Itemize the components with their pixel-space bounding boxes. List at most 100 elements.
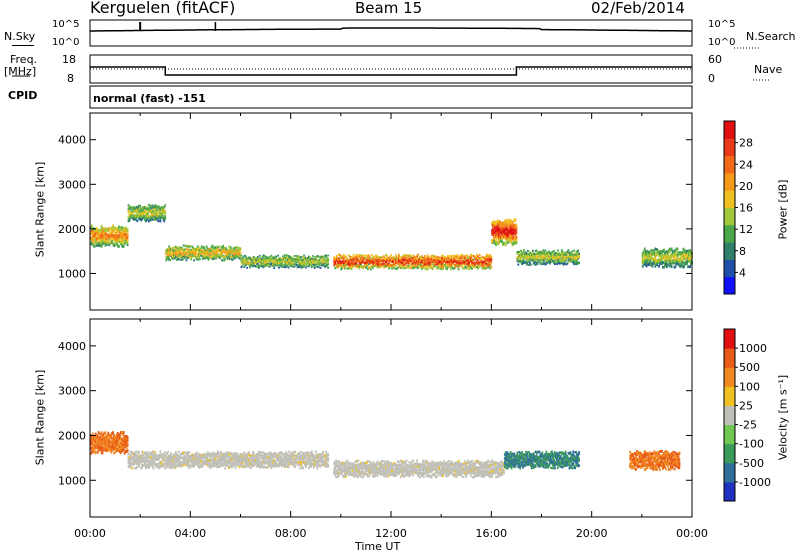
echo-cell bbox=[100, 236, 103, 240]
echo-cell bbox=[410, 266, 413, 269]
echo-cell bbox=[182, 249, 185, 252]
echo-cell bbox=[354, 257, 357, 260]
echo-cell bbox=[488, 256, 491, 259]
echo-cell bbox=[213, 459, 216, 462]
echo-cell bbox=[689, 249, 691, 252]
echo-cell bbox=[442, 266, 444, 269]
echo-cell bbox=[643, 247, 646, 251]
echo-cell bbox=[126, 235, 129, 239]
echo-cell bbox=[194, 456, 196, 459]
echo-cell bbox=[209, 248, 212, 251]
echo-cell bbox=[106, 443, 109, 447]
echo-cell bbox=[655, 248, 658, 251]
echo-cell bbox=[116, 234, 118, 238]
echo-cell bbox=[568, 254, 571, 257]
echo-cell bbox=[322, 262, 325, 265]
echo-cell bbox=[220, 248, 222, 251]
echo-cell bbox=[127, 465, 130, 468]
echo-cell bbox=[282, 260, 285, 263]
echo-cell bbox=[166, 459, 168, 462]
echo-cell bbox=[201, 455, 204, 458]
echo-cell bbox=[412, 257, 415, 260]
echo-cell bbox=[345, 260, 348, 263]
echo-cell bbox=[362, 265, 364, 268]
echo-cell bbox=[278, 260, 280, 263]
echo-cell bbox=[142, 206, 144, 209]
echo-cell bbox=[652, 249, 655, 252]
echo-cell bbox=[228, 452, 231, 456]
echo-cell bbox=[121, 236, 124, 240]
echo-cell bbox=[217, 450, 220, 453]
echo-cell bbox=[163, 462, 166, 465]
echo-cell bbox=[308, 259, 310, 262]
echo-cell bbox=[100, 240, 103, 243]
echo-cell bbox=[149, 215, 152, 219]
echo-cell bbox=[457, 261, 460, 264]
echo-cell bbox=[224, 467, 226, 470]
echo-cell bbox=[91, 234, 94, 238]
echo-cell bbox=[412, 261, 415, 264]
echo-cell bbox=[561, 254, 564, 257]
echo-cell bbox=[135, 214, 138, 217]
echo-cell bbox=[185, 247, 188, 250]
echo-cell bbox=[652, 260, 655, 264]
echo-cell bbox=[426, 268, 429, 271]
echo-cell bbox=[116, 433, 118, 437]
echo-cell bbox=[538, 260, 541, 263]
echo-cell bbox=[498, 226, 500, 231]
echo-cell bbox=[532, 257, 535, 260]
echo-cell bbox=[467, 259, 469, 262]
echo-cell bbox=[547, 254, 550, 257]
echo-cell bbox=[218, 455, 221, 458]
echo-cell bbox=[203, 247, 206, 250]
echo-cell bbox=[166, 452, 168, 455]
echo-cell bbox=[106, 449, 109, 453]
echo-cell bbox=[360, 260, 363, 263]
echo-cell bbox=[152, 215, 155, 218]
echo-cell bbox=[119, 226, 122, 230]
echo-cell bbox=[125, 227, 128, 231]
echo-cell bbox=[138, 454, 140, 457]
echo-cell bbox=[492, 232, 495, 236]
echo-cell bbox=[417, 253, 419, 256]
echo-cell bbox=[99, 445, 102, 449]
echo-cell bbox=[338, 259, 340, 262]
echo-cell bbox=[199, 254, 201, 257]
echo-cell bbox=[488, 264, 491, 267]
echo-cell bbox=[662, 254, 664, 257]
echo-cell bbox=[166, 457, 168, 460]
echo-cell bbox=[255, 257, 257, 259]
echo-cell bbox=[674, 258, 677, 261]
echo-cell bbox=[182, 457, 185, 461]
echo-cell bbox=[256, 261, 259, 263]
echo-cell bbox=[141, 450, 143, 454]
echo-cell bbox=[556, 252, 558, 255]
echo-cell bbox=[352, 254, 355, 257]
echo-cell bbox=[215, 454, 218, 457]
echo-cell bbox=[336, 259, 338, 262]
echo-cell bbox=[114, 243, 116, 247]
echo-cell bbox=[92, 234, 95, 238]
echo-cell bbox=[187, 245, 190, 248]
echo-cell bbox=[184, 455, 187, 459]
echo-cell bbox=[223, 256, 225, 259]
nave-tick-high: 60 bbox=[708, 53, 722, 66]
echo-cell bbox=[197, 462, 199, 465]
echo-cell bbox=[435, 259, 438, 262]
echo-cell bbox=[223, 248, 225, 251]
echo-cell bbox=[135, 467, 138, 470]
echo-cell bbox=[201, 246, 204, 249]
echo-cell bbox=[200, 463, 203, 466]
echo-cell bbox=[174, 254, 177, 257]
echo-cell bbox=[393, 262, 395, 265]
echo-cell bbox=[412, 267, 415, 270]
echo-cell bbox=[136, 465, 139, 469]
echo-cell bbox=[200, 465, 202, 468]
echo-cell bbox=[645, 262, 648, 265]
echo-cell bbox=[221, 459, 223, 462]
echo-cell bbox=[233, 253, 236, 256]
echo-cell bbox=[141, 218, 143, 221]
echo-cell bbox=[212, 451, 215, 454]
echo-cell bbox=[451, 267, 454, 270]
echo-cell bbox=[574, 261, 577, 264]
